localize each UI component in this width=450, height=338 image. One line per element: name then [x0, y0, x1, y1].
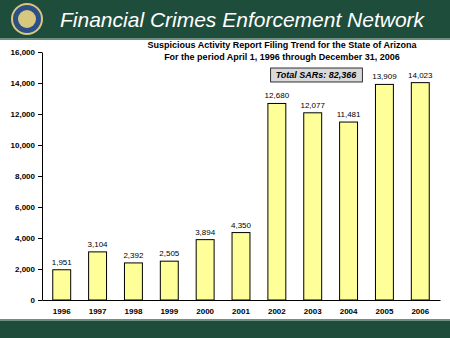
x-tick-label: 1997	[89, 307, 107, 316]
y-tick-label: 16,000	[11, 48, 36, 57]
footer-band	[0, 321, 450, 338]
bar	[268, 103, 286, 300]
x-tick: 2006	[411, 307, 429, 316]
x-tick-label: 2002	[268, 307, 286, 316]
bar	[340, 122, 358, 300]
bar	[232, 233, 250, 300]
x-tick-label: 2006	[411, 307, 429, 316]
y-tick-label: 8,000	[15, 172, 36, 181]
y-tick-mark	[38, 176, 42, 177]
annotation: Total SARs: 82,366	[271, 68, 363, 82]
x-axis-line	[43, 300, 441, 301]
bar	[304, 113, 322, 300]
x-tick: 2002	[268, 307, 286, 316]
y-tick-mark	[38, 269, 42, 270]
y-tick-label: 0	[31, 296, 36, 305]
x-tick-label: 2000	[196, 307, 214, 316]
y-tick: 6,000	[15, 203, 42, 212]
data-label: 12,680	[265, 91, 290, 100]
footer-rule	[0, 319, 450, 321]
y-tick-mark	[38, 83, 42, 84]
annotation-box	[271, 68, 363, 82]
data-label: 13,909	[372, 72, 397, 81]
data-label: 12,077	[300, 101, 325, 110]
y-axis-line	[42, 53, 43, 301]
x-tick: 1999	[160, 307, 178, 316]
data-label: 4,350	[231, 221, 252, 230]
y-tick: 16,000	[11, 48, 42, 57]
y-tick-mark	[38, 114, 42, 115]
x-tick: 1997	[89, 307, 107, 316]
x-tick-label: 1998	[125, 307, 143, 316]
y-tick-mark	[38, 145, 42, 146]
bars	[53, 83, 429, 300]
x-tick: 2000	[196, 307, 214, 316]
bar	[196, 240, 214, 300]
data-label: 11,481	[337, 110, 361, 119]
y-tick: 14,000	[11, 79, 42, 88]
bar	[124, 263, 142, 300]
x-tick-label: 1996	[53, 307, 71, 316]
header-band	[0, 0, 450, 38]
header-title: Financial Crimes Enforcement Network	[60, 8, 426, 31]
x-tick-label: 1999	[160, 307, 178, 316]
data-label: 2,505	[159, 249, 180, 258]
annotation-text: Total SARs: 82,366	[276, 70, 358, 80]
y-tick-label: 6,000	[15, 203, 36, 212]
data-label: 1,951	[52, 258, 73, 267]
y-tick: 2,000	[15, 265, 42, 274]
y-tick-label: 2,000	[15, 265, 36, 274]
y-tick-label: 12,000	[11, 110, 36, 119]
data-label: 2,392	[123, 251, 144, 260]
y-tick-label: 14,000	[11, 79, 36, 88]
y-tick-label: 4,000	[15, 234, 36, 243]
x-tick-label: 2001	[232, 307, 250, 316]
y-tick: 4,000	[15, 234, 42, 243]
y-tick-mark	[38, 52, 42, 53]
x-tick-label: 2004	[340, 307, 358, 316]
x-tick-label: 2005	[376, 307, 394, 316]
seal-center	[18, 10, 36, 28]
x-tick: 2001	[232, 307, 250, 316]
y-tick: 8,000	[15, 172, 42, 181]
x-tick: 2004	[340, 307, 358, 316]
y-tick: 12,000	[11, 110, 42, 119]
chart-title: Suspicious Activity Report Filing Trend …	[148, 40, 418, 50]
y-tick: 10,000	[11, 141, 42, 150]
x-tick: 2003	[304, 307, 322, 316]
chart-subtitle: For the period April 1, 1996 through Dec…	[164, 52, 400, 62]
x-tick: 1998	[125, 307, 143, 316]
bar	[89, 252, 107, 300]
seal	[12, 4, 42, 34]
bar	[375, 84, 393, 300]
y-tick-label: 10,000	[11, 141, 36, 150]
bar	[411, 83, 429, 300]
bar	[53, 270, 71, 300]
data-label: 14,023	[408, 71, 433, 80]
y-tick: 0	[31, 296, 42, 305]
bar	[160, 261, 178, 300]
data-labels: 1,951 3,104 2,392 2,505 3,894 4,350 12,680 12,0…	[52, 71, 433, 267]
y-tick-mark	[38, 238, 42, 239]
y-tick-mark	[38, 300, 42, 301]
slide: Financial Crimes Enforcement Network Susp…	[0, 0, 450, 338]
x-axis: 1996 1997 1998 1999 2000 2001 2002 2003 2004 2005…	[43, 301, 441, 316]
y-tick-mark	[38, 207, 42, 208]
data-label: 3,894	[195, 228, 216, 237]
y-axis: 0 2,000 4,000 6,000 8,000 10,000 12,000 14,000 1…	[11, 48, 43, 305]
data-label: 3,104	[88, 240, 109, 249]
x-tick: 2005	[376, 307, 394, 316]
x-tick-label: 2003	[304, 307, 322, 316]
x-tick: 1996	[53, 307, 71, 316]
